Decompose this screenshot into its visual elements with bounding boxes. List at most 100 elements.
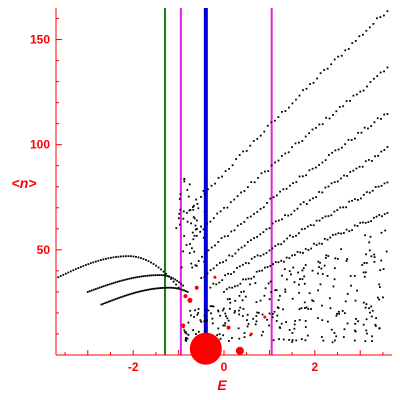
data-point-23	[115, 256, 117, 258]
data-point-552	[241, 315, 244, 317]
data-point-101	[105, 301, 108, 304]
data-point-462	[250, 277, 253, 280]
data-point-726	[321, 319, 324, 322]
data-point-799	[179, 193, 182, 196]
data-point-498	[348, 230, 351, 233]
data-point-807	[191, 206, 194, 209]
data-point-209	[185, 244, 188, 246]
data-point-712	[192, 329, 195, 332]
data-point-121	[141, 289, 144, 292]
data-point-485	[313, 242, 315, 245]
data-point-85	[158, 274, 161, 276]
data-point-321	[360, 131, 363, 134]
data-point-401	[238, 265, 241, 268]
data-point-791	[276, 314, 279, 317]
data-point-278	[220, 237, 223, 240]
data-point-244	[304, 135, 307, 138]
data-point-479	[296, 250, 299, 253]
data-point-135	[167, 286, 169, 289]
data-point-402	[241, 263, 244, 266]
data-point-139	[174, 287, 176, 290]
data-point-415	[280, 243, 283, 246]
data-point-634	[223, 324, 226, 327]
data-point-22	[112, 256, 115, 259]
data-point-353	[271, 222, 274, 225]
data-point-168	[249, 144, 252, 147]
data-point-88	[164, 274, 167, 277]
data-point-713	[354, 322, 357, 325]
data-point-656	[252, 317, 255, 320]
data-point-537	[278, 294, 281, 297]
data-point-829	[193, 250, 196, 253]
data-point-250	[325, 116, 328, 119]
data-point-751	[370, 305, 373, 308]
data-point-385	[371, 160, 373, 162]
data-point-327	[380, 118, 382, 120]
data-point-238	[284, 152, 287, 155]
data-point-593	[247, 323, 250, 325]
data-point-754	[353, 274, 356, 277]
data-point-125	[149, 288, 151, 291]
data-point-522	[226, 317, 229, 320]
data-point-81	[150, 274, 153, 277]
data-point-563	[333, 278, 336, 281]
data-point-600	[343, 328, 346, 331]
data-point-113	[127, 293, 130, 296]
data-point-270	[194, 264, 197, 267]
data-point-315	[341, 146, 343, 149]
highlight-point-9	[263, 315, 267, 319]
data-point-628	[378, 327, 381, 330]
data-point-627	[371, 340, 373, 342]
data-point-392	[212, 282, 215, 285]
data-point-675	[368, 249, 371, 252]
data-point-436	[342, 206, 345, 209]
data-point-360	[293, 209, 296, 212]
data-point-756	[274, 289, 277, 292]
data-point-674	[344, 300, 347, 303]
data-point-147	[175, 227, 178, 230]
data-point-466	[261, 269, 264, 272]
data-point-176	[277, 116, 280, 118]
data-point-506	[370, 220, 373, 223]
data-point-274	[207, 249, 210, 252]
data-point-504	[364, 221, 367, 224]
data-point-710	[286, 278, 288, 281]
data-point-333	[209, 269, 212, 271]
data-point-237	[280, 155, 283, 157]
data-point-150	[185, 211, 188, 214]
data-point-131	[159, 287, 162, 289]
data-point-455	[231, 286, 234, 289]
data-point-199	[358, 35, 361, 38]
data-point-293	[269, 197, 272, 200]
data-point-420	[295, 234, 297, 237]
data-point-227	[246, 186, 249, 189]
data-point-541	[256, 311, 259, 314]
data-point-606	[333, 339, 336, 342]
data-point-580	[304, 339, 307, 342]
data-point-118	[136, 291, 139, 294]
data-point-562	[329, 297, 331, 300]
data-point-50	[88, 290, 91, 293]
data-point-317	[347, 138, 350, 141]
data-point-271	[197, 260, 200, 262]
data-point-631	[254, 323, 257, 326]
data-point-595	[219, 314, 222, 317]
data-point-758	[303, 275, 306, 278]
data-point-443	[362, 193, 365, 196]
data-point-671	[312, 300, 315, 303]
data-point-46	[172, 280, 175, 283]
data-point-767	[218, 333, 221, 336]
data-point-650	[225, 315, 227, 318]
data-point-501	[356, 225, 359, 227]
data-point-765	[307, 308, 310, 310]
data-point-10	[82, 265, 85, 267]
data-point-630	[362, 271, 365, 274]
data-point-120	[140, 290, 142, 293]
data-point-795	[188, 209, 191, 212]
data-point-763	[207, 309, 210, 312]
data-point-771	[317, 289, 320, 292]
data-point-764	[317, 260, 320, 263]
data-point-776	[185, 340, 188, 342]
data-point-225	[240, 191, 242, 194]
data-point-584	[301, 269, 304, 272]
